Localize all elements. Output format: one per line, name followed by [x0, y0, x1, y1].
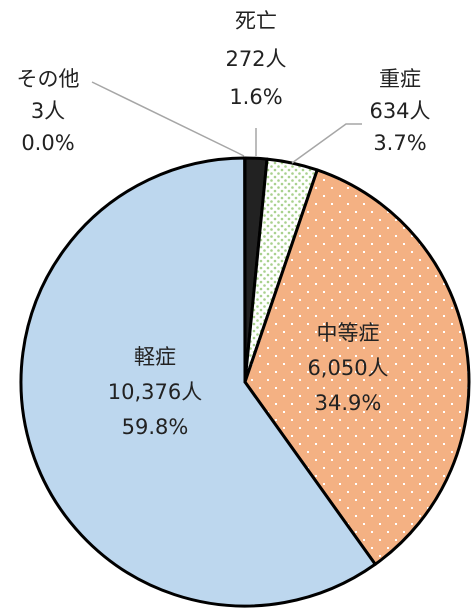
slice-category: 中等症 — [317, 321, 380, 345]
pie — [19, 156, 471, 608]
pie-slice — [19, 156, 377, 608]
labels: 死亡 272人 1.6% 重症 634人 3.7% 中等症 6,050人 34.9% 軽症 10,3… — [17, 9, 431, 439]
slice-count: 634人 — [369, 99, 430, 123]
pie-slice — [243, 168, 471, 566]
slice-category: 軽症 — [134, 345, 176, 369]
slice-category: 重症 — [379, 67, 421, 91]
slice-percent: 0.0% — [21, 131, 74, 155]
slice-percent: 59.8% — [122, 415, 189, 439]
leader-line — [91, 81, 245, 157]
slice-category: 死亡 — [235, 9, 277, 33]
slice-percent: 34.9% — [315, 391, 382, 415]
slice-count: 6,050人 — [307, 356, 388, 380]
slice-count: 3人 — [31, 99, 65, 123]
slice-category: その他 — [17, 67, 80, 91]
slice-percent: 3.7% — [373, 131, 426, 155]
slice-count: 272人 — [225, 47, 286, 71]
slice-count: 10,376人 — [108, 380, 202, 404]
slice-percent: 1.6% — [229, 85, 282, 109]
leader-line — [291, 123, 362, 164]
